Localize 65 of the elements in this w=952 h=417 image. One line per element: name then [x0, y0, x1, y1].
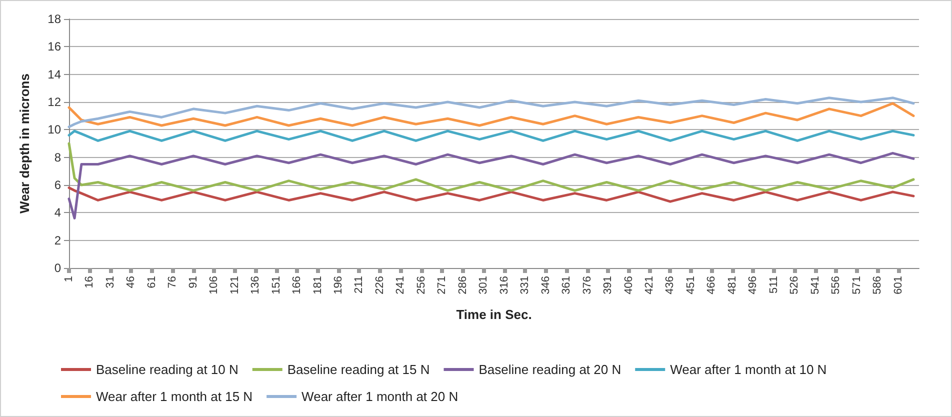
x-tick-label: 196: [332, 276, 345, 294]
x-tick-label: 526: [788, 276, 801, 294]
x-tick-label: 211: [353, 276, 366, 294]
y-tick-label: 12: [48, 95, 62, 109]
y-axis-title: Wear depth in microns: [17, 74, 32, 214]
y-tick-label: 18: [48, 12, 62, 26]
x-tick-label: 376: [581, 276, 594, 294]
x-tick-label: 1: [63, 276, 75, 282]
legend-label: Baseline reading at 20 N: [478, 362, 622, 377]
legend-label: Wear after 1 month at 10 N: [670, 362, 827, 377]
y-tick-label: 10: [48, 122, 62, 137]
y-tick-label: 4: [54, 206, 62, 220]
x-tick-label: 361: [560, 276, 573, 294]
x-tick-label: 301: [478, 276, 490, 294]
x-tick-label: 241: [394, 276, 407, 294]
legend-label: Wear after 1 month at 15 N: [96, 389, 253, 404]
x-tick-label: 46: [125, 276, 138, 288]
x-axis-title: Time in Sec.: [456, 307, 532, 322]
x-tick-label: 601: [892, 276, 904, 294]
legend-label: Wear after 1 month at 20 N: [302, 389, 458, 404]
x-tick-label: 181: [312, 276, 324, 294]
legend-label: Baseline reading at 10 N: [96, 362, 238, 377]
x-tick-label: 121: [228, 276, 241, 294]
line-series: [68, 142, 915, 192]
x-tick-label: 421: [643, 276, 656, 294]
line-series: [68, 130, 915, 142]
x-tick-label: 586: [872, 276, 884, 294]
x-tick-label: 346: [540, 276, 552, 294]
x-tick-label: 511: [768, 276, 780, 294]
y-tick-label: 16: [48, 40, 62, 54]
x-tick-label: 136: [250, 276, 262, 294]
x-tick-label: 571: [850, 276, 863, 294]
x-tick-label: 151: [270, 276, 282, 294]
x-tick-label: 496: [747, 276, 760, 294]
x-tick-label: 391: [602, 276, 614, 294]
x-tick-label: 286: [456, 276, 469, 294]
y-tick-label: 2: [54, 233, 62, 248]
y-tick-label: 8: [54, 150, 62, 164]
x-tick-label: 76: [166, 276, 179, 288]
line-series: [68, 102, 915, 127]
x-tick-label: 16: [84, 276, 96, 288]
line-series: [68, 96, 915, 128]
x-tick-label: 31: [104, 276, 116, 288]
x-tick-label: 166: [291, 276, 304, 294]
y-tick-label: 0: [54, 261, 62, 275]
line-series: [68, 152, 915, 220]
x-tick-label: 61: [146, 276, 158, 288]
x-tick-label: 316: [498, 276, 510, 294]
x-tick-label: 256: [415, 276, 428, 294]
x-tick-label: 541: [809, 276, 822, 294]
y-tick-label: 14: [48, 67, 62, 82]
x-tick-label: 481: [726, 276, 738, 294]
x-tick-label: 106: [208, 276, 220, 294]
line-series: [68, 186, 915, 203]
x-tick-label: 556: [830, 276, 842, 294]
x-tick-label: 91: [187, 276, 200, 288]
x-tick-label: 406: [622, 276, 635, 294]
x-tick-label: 226: [374, 276, 386, 294]
x-tick-label: 271: [436, 276, 448, 294]
x-tick-label: 331: [519, 276, 532, 294]
y-tick-label: 6: [54, 178, 62, 192]
x-tick-label: 451: [684, 276, 697, 294]
x-tick-label: 436: [664, 276, 676, 294]
legend-label: Baseline reading at 15 N: [287, 362, 430, 377]
x-tick-label: 466: [706, 276, 718, 294]
